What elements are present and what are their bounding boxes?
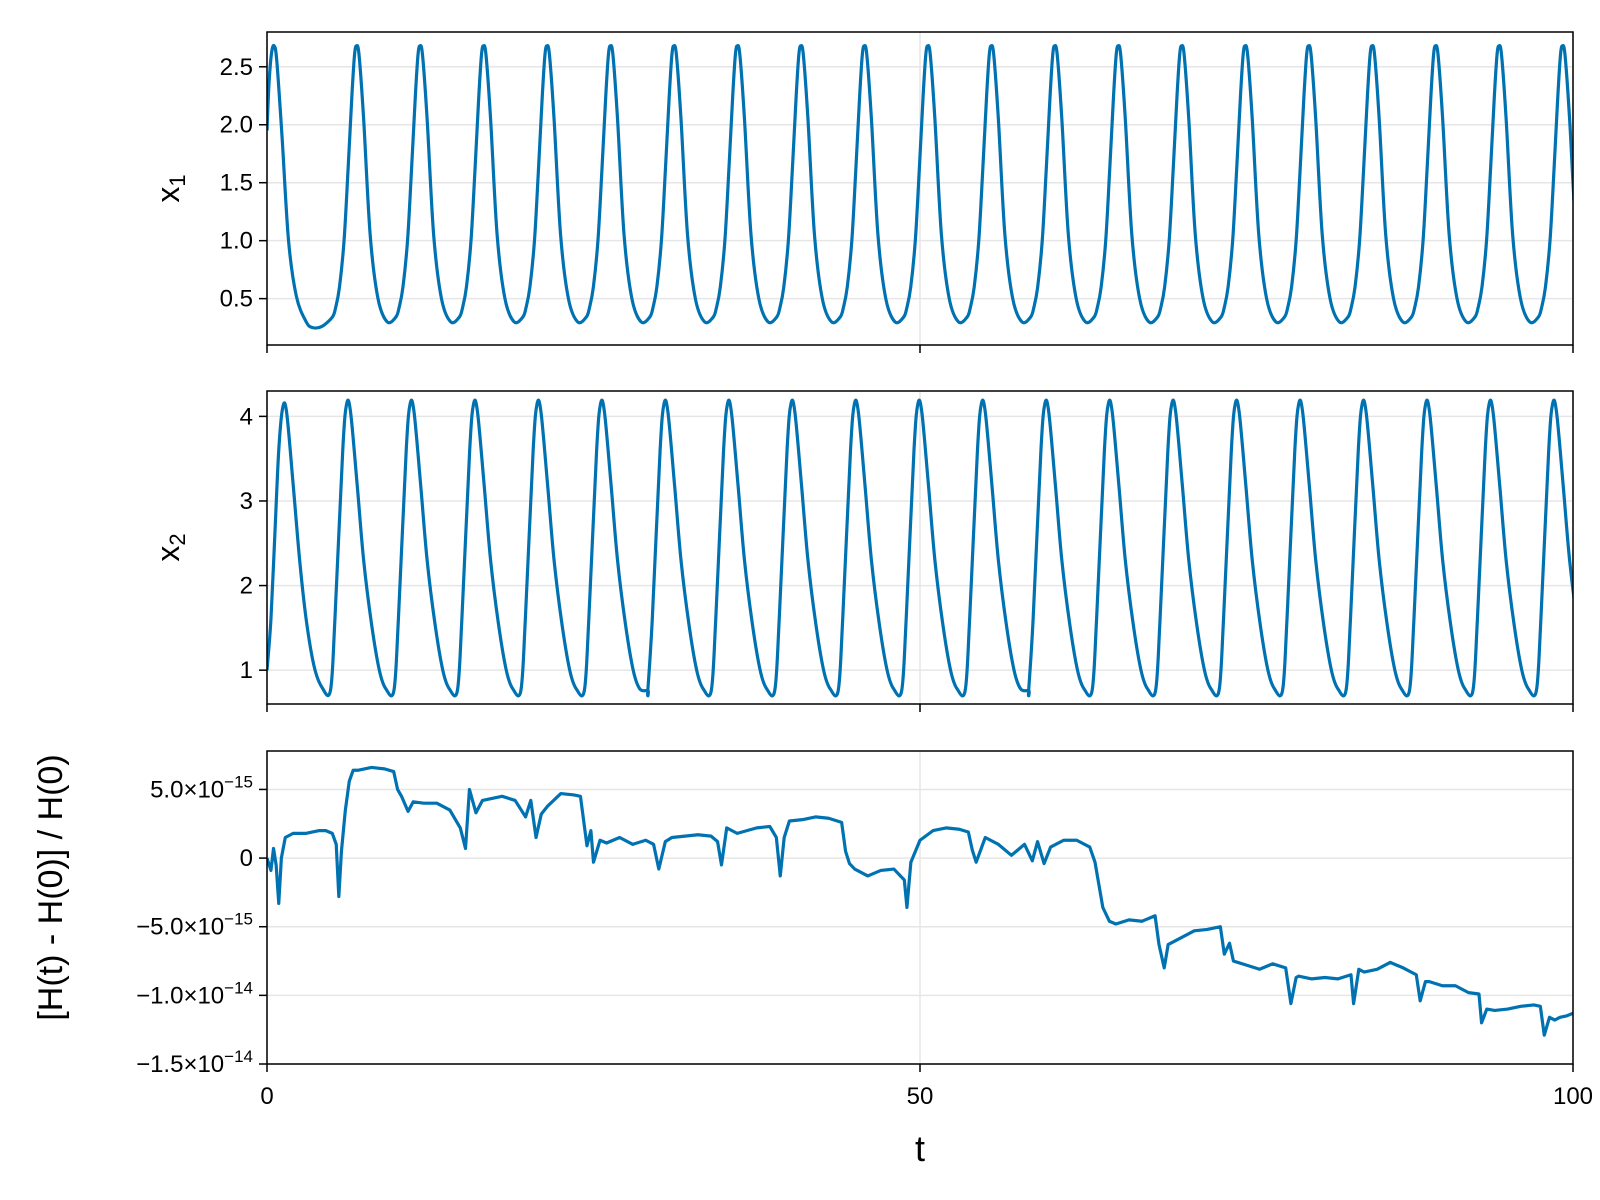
y-tick-label: 1 [240, 657, 253, 684]
y-axis-title: [H(t) - H(0)] / H(0) [32, 754, 70, 1020]
x-tick-label: 0 [260, 1083, 273, 1110]
x1-panel: 0.5 1.0 1.5 2.0 2.5 x1 [150, 31, 1574, 353]
x-axis-title: t [915, 1128, 925, 1169]
series-line [267, 765, 1573, 1037]
y-tick-label: 0 [240, 845, 253, 872]
y-tick-label: 4 [240, 403, 253, 430]
y-tick-label: −5.0×10−15 [136, 910, 253, 941]
energy-error-panel: −1.5×10−14 −1.0×10−14 −5.0×10−15 0 5.0×10−15… [32, 750, 1593, 1169]
y-axis-title: x1 [150, 174, 190, 202]
series-line [267, 398, 1573, 698]
y-tick-label: 2 [240, 573, 253, 600]
y-tick-label: −1.0×10−14 [136, 978, 253, 1009]
y-tick-label: 1.0 [220, 228, 253, 255]
y-tick-label: 1.5 [220, 170, 253, 197]
y-tick-label: 5.0×10−15 [150, 772, 253, 803]
y-tick-label: 0.5 [220, 286, 253, 313]
y-tick-label: 3 [240, 488, 253, 515]
x2-panel: 1 2 3 4 x2 [150, 390, 1574, 712]
y-tick-label: 2.5 [220, 54, 253, 81]
y-tick-label: 2.0 [220, 112, 253, 139]
x-tick-label: 100 [1553, 1083, 1593, 1110]
x-tick-label: 50 [907, 1083, 934, 1110]
y-axis-title: x2 [150, 533, 190, 561]
series-line [267, 43, 1573, 330]
y-tick-label: −1.5×10−14 [136, 1047, 253, 1078]
